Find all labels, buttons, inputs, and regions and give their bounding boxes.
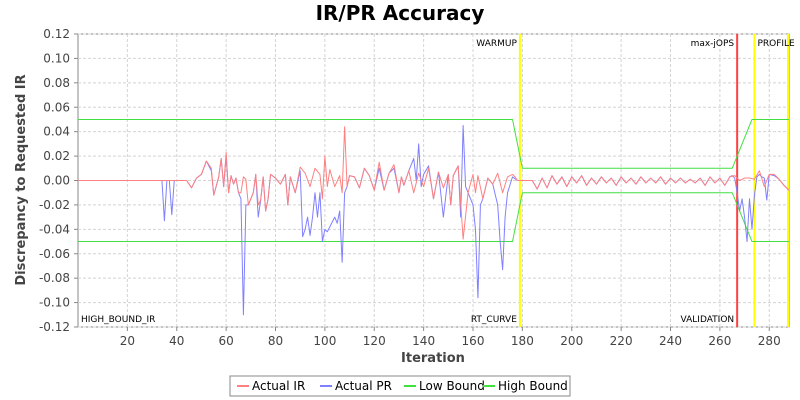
x-tick-label: 80 (268, 334, 283, 348)
series-line-high-bound (78, 118, 789, 169)
legend: Actual IR Actual PR Low Bound High Bound (229, 375, 571, 397)
chart-title: IR/PR Accuracy (316, 1, 485, 25)
x-tick-label: 140 (412, 334, 435, 348)
y-tick-label: 0.00 (43, 174, 70, 188)
x-tick-label: 260 (708, 334, 731, 348)
y-tick-label: -0.06 (39, 247, 70, 261)
marker-labels: WARMUP max-jOPS PROFILE HIGH_BOUND_IR RT_CUR… (81, 39, 795, 325)
legend-entry: Low Bound (419, 379, 485, 393)
y-tick-label: 0.12 (43, 27, 70, 41)
x-tick-label: 280 (758, 334, 781, 348)
y-axis-ticks: 0.12 0.10 0.08 0.06 0.04 0.02 0.00 -0.02 -0.04 -0… (39, 27, 78, 334)
x-tick-label: 160 (462, 334, 485, 348)
x-tick-label: 180 (511, 334, 534, 348)
x-tick-label: 120 (363, 334, 386, 348)
y-tick-label: -0.04 (39, 222, 70, 236)
y-tick-label: 0.02 (43, 149, 70, 163)
x-axis-label: Iteration (401, 351, 465, 366)
marker-label: PROFILE (757, 39, 795, 49)
x-axis-ticks: 20 40 60 80 100 120 140 160 180 200 220 240 260 280 (120, 327, 781, 348)
y-tick-label: -0.08 (39, 271, 70, 285)
legend-box (229, 375, 571, 397)
x-tick-label: 60 (218, 334, 233, 348)
legend-entry: High Bound (498, 379, 568, 393)
x-tick-label: 240 (659, 334, 682, 348)
legend-entry: Actual PR (335, 379, 392, 393)
series-line-actual-ir (78, 126, 790, 240)
y-tick-label: -0.02 (39, 198, 70, 212)
y-tick-label: 0.08 (43, 76, 70, 90)
y-tick-label: 0.06 (43, 100, 70, 114)
series-line-low-bound (78, 192, 789, 243)
x-tick-label: 200 (560, 334, 583, 348)
marker-label: HIGH_BOUND_IR (81, 315, 155, 325)
y-tick-label: -0.10 (39, 296, 70, 310)
y-tick-label: -0.12 (39, 320, 70, 334)
x-tick-label: 220 (610, 334, 633, 348)
marker-label: VALIDATION (681, 315, 735, 325)
y-axis-label: Discrepancy to Requested IR (14, 74, 29, 285)
x-tick-label: 20 (120, 334, 135, 348)
marker-label: max-jOPS (691, 39, 735, 49)
x-tick-label: 40 (169, 334, 184, 348)
series-lines (78, 118, 790, 316)
y-tick-label: 0.10 (43, 51, 70, 65)
x-tick-label: 100 (313, 334, 336, 348)
legend-entry: Actual IR (252, 379, 305, 393)
y-tick-label: 0.04 (43, 125, 70, 139)
marker-label: RT_CURVE (471, 315, 517, 325)
marker-label: WARMUP (476, 39, 517, 49)
